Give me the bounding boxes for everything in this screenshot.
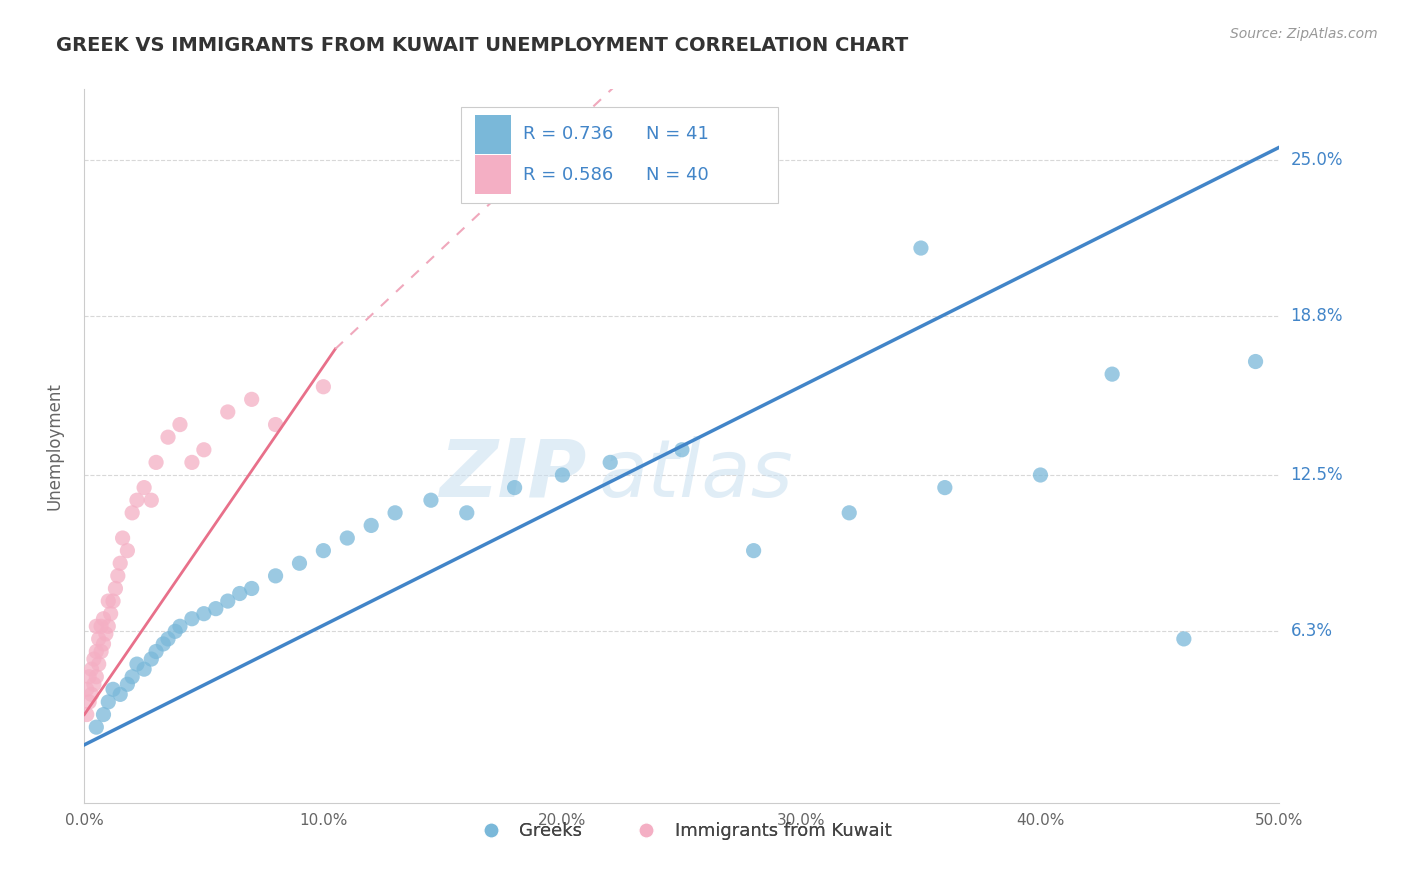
Point — [100, 607, 122, 621]
Point — [110, 556, 132, 570]
Point — [217, 594, 239, 608]
Point — [145, 455, 167, 469]
Point — [312, 380, 335, 394]
Point — [86, 670, 108, 684]
Y-axis label: Unemployment: Unemployment — [45, 382, 63, 510]
Point — [107, 569, 129, 583]
Point — [229, 586, 252, 600]
Point — [77, 670, 100, 684]
Point — [360, 518, 382, 533]
Text: R = 0.586: R = 0.586 — [523, 166, 613, 184]
Text: 12.5%: 12.5% — [1291, 466, 1343, 484]
Point — [1173, 632, 1195, 646]
Point — [181, 612, 204, 626]
Text: N = 40: N = 40 — [647, 166, 709, 184]
Point — [86, 644, 108, 658]
Point — [181, 455, 204, 469]
Point — [90, 619, 112, 633]
Point — [336, 531, 359, 545]
Point — [83, 652, 105, 666]
Text: 6.3%: 6.3% — [1291, 623, 1333, 640]
Point — [101, 594, 124, 608]
Text: N = 41: N = 41 — [647, 125, 709, 143]
Point — [145, 644, 167, 658]
Text: 25.0%: 25.0% — [1291, 151, 1343, 169]
Point — [157, 632, 180, 646]
Point — [125, 657, 148, 672]
Point — [157, 430, 180, 444]
Point — [1244, 354, 1267, 368]
Legend: Greeks, Immigrants from Kuwait: Greeks, Immigrants from Kuwait — [465, 815, 898, 847]
Point — [503, 481, 526, 495]
Point — [94, 627, 117, 641]
Point — [384, 506, 406, 520]
Bar — [475, 114, 510, 153]
Point — [456, 506, 478, 520]
Point — [80, 687, 103, 701]
Point — [76, 707, 98, 722]
Point — [121, 506, 143, 520]
Point — [110, 687, 132, 701]
Point — [420, 493, 443, 508]
Point — [86, 720, 108, 734]
Point — [141, 652, 163, 666]
Point — [93, 707, 115, 722]
Point — [742, 543, 765, 558]
Point — [193, 442, 215, 457]
Point — [132, 481, 156, 495]
Point — [264, 417, 287, 432]
Point — [101, 682, 124, 697]
Text: ZIP: ZIP — [439, 435, 586, 514]
Text: GREEK VS IMMIGRANTS FROM KUWAIT UNEMPLOYMENT CORRELATION CHART: GREEK VS IMMIGRANTS FROM KUWAIT UNEMPLOY… — [56, 36, 908, 54]
Point — [87, 632, 110, 646]
Point — [165, 624, 187, 639]
Point — [117, 543, 139, 558]
Point — [934, 481, 956, 495]
Point — [838, 506, 860, 520]
Text: Source: ZipAtlas.com: Source: ZipAtlas.com — [1230, 27, 1378, 41]
Point — [141, 493, 163, 508]
Point — [97, 695, 120, 709]
Point — [80, 662, 103, 676]
Point — [551, 468, 574, 483]
Point — [97, 594, 120, 608]
Point — [87, 657, 110, 672]
Point — [90, 644, 112, 658]
Point — [169, 619, 191, 633]
Point — [312, 543, 335, 558]
Point — [152, 637, 174, 651]
Text: 18.8%: 18.8% — [1291, 307, 1343, 326]
Point — [83, 677, 105, 691]
Point — [240, 392, 263, 407]
Point — [93, 637, 115, 651]
Point — [240, 582, 263, 596]
Point — [86, 619, 108, 633]
Point — [97, 619, 120, 633]
Point — [117, 677, 139, 691]
Point — [1101, 367, 1123, 381]
Point — [169, 417, 191, 432]
Point — [193, 607, 215, 621]
FancyBboxPatch shape — [461, 107, 778, 203]
Point — [104, 582, 127, 596]
Point — [121, 670, 143, 684]
Text: R = 0.736: R = 0.736 — [523, 125, 613, 143]
Bar — [475, 155, 510, 194]
Point — [205, 601, 228, 615]
Point — [910, 241, 932, 255]
Point — [288, 556, 311, 570]
Point — [111, 531, 134, 545]
Point — [1029, 468, 1052, 483]
Point — [599, 455, 621, 469]
Point — [132, 662, 156, 676]
Point — [217, 405, 239, 419]
Point — [671, 442, 693, 457]
Point — [77, 695, 100, 709]
Point — [93, 612, 115, 626]
Text: atlas: atlas — [599, 435, 793, 514]
Point — [264, 569, 287, 583]
Point — [125, 493, 148, 508]
Point — [76, 682, 98, 697]
